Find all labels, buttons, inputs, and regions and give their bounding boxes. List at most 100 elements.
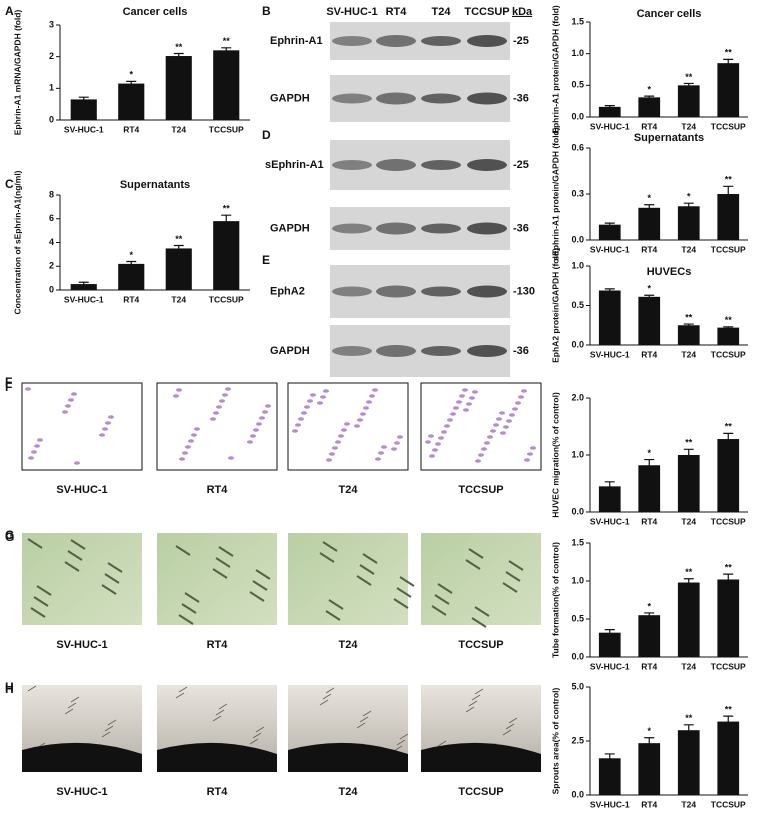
y-tick-label: 3: [49, 19, 54, 29]
cell: [463, 408, 469, 412]
error-bar: [683, 82, 694, 88]
blot-band: [376, 222, 416, 235]
cell: [378, 451, 384, 455]
tube: [70, 539, 86, 550]
blot-band: [421, 346, 461, 356]
cell: [102, 427, 108, 431]
x-tick-label: TCCSUP: [711, 349, 746, 359]
significance-label: **: [725, 175, 733, 185]
sprout: [437, 740, 447, 747]
cell: [509, 413, 515, 417]
y-tick-label: 0: [49, 284, 54, 294]
bar: [598, 632, 621, 657]
significance-label: **: [685, 438, 693, 448]
tube: [328, 599, 344, 610]
tube: [508, 560, 524, 571]
sprout: [27, 685, 37, 692]
cell: [496, 417, 502, 421]
kda-label: -36: [513, 92, 529, 104]
error-bar: [683, 202, 694, 210]
x-tick-label: TCCSUP: [711, 799, 746, 809]
tube: [502, 582, 518, 593]
significance-label: *: [647, 601, 651, 611]
bar: [717, 194, 740, 240]
error-bar: [723, 185, 734, 202]
significance-label: **: [725, 315, 733, 325]
kda-label: -130: [513, 285, 535, 297]
sprout: [399, 733, 409, 740]
blot-band: [376, 345, 416, 357]
blot-band: [332, 223, 372, 234]
panel-letter: B: [262, 4, 271, 18]
cell: [524, 458, 530, 462]
bar: [638, 296, 661, 345]
y-tick-label: 2.0: [571, 392, 584, 402]
sprout: [249, 738, 259, 745]
cell: [354, 424, 360, 428]
panel-letter: G: [5, 528, 14, 542]
kda-label: -25: [513, 159, 529, 171]
significance-label: **: [175, 234, 183, 244]
x-tick-label: RT4: [641, 799, 657, 809]
sprout: [67, 702, 77, 709]
cell: [31, 450, 37, 454]
cell: [357, 418, 363, 422]
x-tick-label: SV-HUC-1: [590, 661, 630, 671]
error-bar: [644, 458, 655, 471]
image-caption: RT4: [207, 484, 229, 496]
cell: [329, 452, 335, 456]
sprout: [468, 700, 478, 707]
blot-band: [332, 93, 372, 104]
sprout: [505, 723, 515, 730]
blot-band: [332, 346, 372, 356]
y-tick-label: 0.0: [571, 506, 584, 516]
error-bar: [723, 326, 734, 329]
error-bar: [683, 323, 694, 327]
cell: [68, 398, 74, 402]
bar: [165, 56, 192, 120]
y-tick-label: 1.0: [571, 449, 584, 459]
cell: [108, 415, 114, 419]
error-bar: [78, 281, 89, 286]
bar: [638, 743, 661, 795]
error-bar: [644, 737, 655, 749]
sprout: [212, 715, 222, 722]
significance-label: **: [685, 72, 693, 82]
error-bar: [604, 629, 615, 636]
cell: [515, 401, 521, 405]
image-caption: SV-HUC-1: [56, 639, 107, 651]
bar: [118, 83, 145, 120]
blot-band: [467, 35, 507, 47]
blot-band: [467, 345, 507, 357]
image-caption: T24: [339, 639, 359, 651]
sprout: [508, 717, 518, 724]
y-tick-label: 2: [49, 261, 54, 271]
tube: [218, 546, 234, 557]
y-axis-label: Concentration of sEphrin-A1(ng/ml): [12, 170, 22, 314]
y-axis-label: EphA2 protein/GAPDH (fold): [550, 248, 560, 363]
x-tick-label: T24: [681, 121, 696, 131]
x-tick-label: T24: [681, 516, 696, 526]
cell: [459, 394, 465, 398]
y-tick-label: 0.0: [571, 234, 584, 244]
blot-band: [332, 160, 372, 170]
image-caption: RT4: [207, 639, 229, 651]
error-bar: [221, 47, 232, 53]
blot-band: [467, 222, 507, 235]
explant: [288, 742, 408, 772]
error-bar: [126, 260, 137, 267]
sprout: [70, 696, 80, 703]
error-bar: [604, 481, 615, 491]
cell: [191, 433, 197, 437]
y-tick-label: 0.5: [571, 80, 584, 90]
kda-header: kDa: [512, 6, 533, 18]
tube: [468, 548, 484, 559]
cell: [326, 458, 332, 462]
bar: [717, 63, 740, 117]
y-tick-label: 1.0: [571, 48, 584, 58]
explant: [421, 742, 541, 772]
cell: [295, 423, 301, 427]
micrograph: [421, 533, 541, 625]
panel-letter: H: [5, 682, 14, 696]
bar: [70, 284, 97, 290]
